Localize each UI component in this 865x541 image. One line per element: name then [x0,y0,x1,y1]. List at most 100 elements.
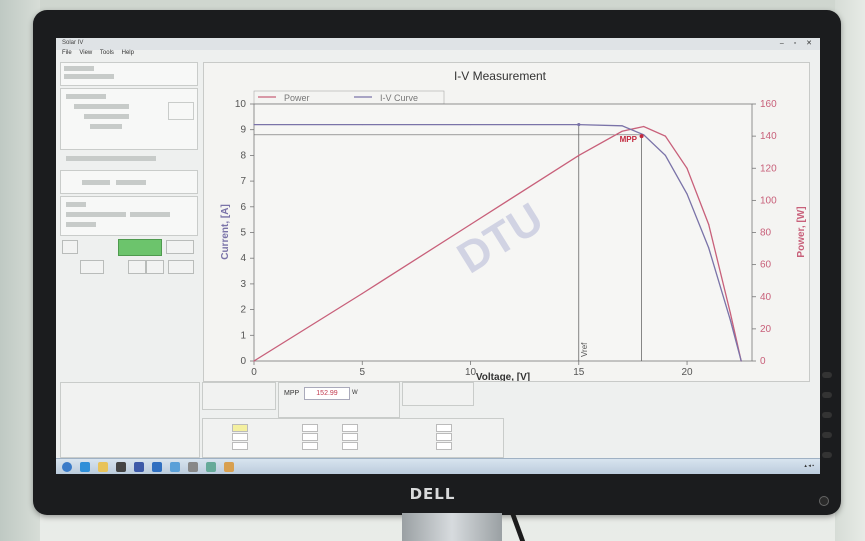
table-cell [342,433,358,441]
table-cell [302,433,318,441]
tool-button[interactable] [128,260,146,274]
x-tick-label: 10 [465,367,477,378]
x-axis-label: Voltage, [V] [476,372,530,381]
app-icon[interactable] [188,462,198,472]
settings-field[interactable] [66,212,126,217]
log-panel [60,382,200,458]
monitor-button[interactable] [822,392,832,398]
power-point [686,167,688,169]
menu-file[interactable]: File [62,50,72,56]
y-right-tick-label: 0 [760,356,766,367]
monitor-button[interactable] [822,432,832,438]
monitor-button[interactable] [822,372,832,378]
table-cell [302,424,318,432]
settings-label [66,202,86,207]
power-point [664,135,666,137]
y-right-tick-label: 160 [760,99,777,110]
iv-point [621,125,623,127]
screen: Solar IV – ▫ ✕ File View Tools Help [56,38,820,474]
table-cell [232,442,248,450]
table-cell [436,424,452,432]
iv-point [740,360,742,362]
settings-option[interactable] [84,114,129,119]
tool-button[interactable] [168,260,194,274]
tool-button[interactable] [146,260,164,274]
chart-title: I-V Measurement [454,69,547,83]
status-indicator [118,239,162,256]
app-icon[interactable] [170,462,180,472]
legend-iv-label: I-V Curve [380,93,418,103]
browser-icon[interactable] [80,462,90,472]
taskbar: ▴ ◂ ▪ [56,458,820,474]
monitor-button[interactable] [822,412,832,418]
settings-option[interactable] [74,104,129,109]
iv-point [361,123,363,126]
monitor-button[interactable] [822,452,832,458]
iv-point [643,134,645,136]
y-left-tick-label: 7 [240,176,246,187]
menu-view[interactable]: View [79,50,93,56]
start-icon[interactable] [62,462,72,472]
power-point [361,292,363,295]
x-tick-label: 15 [573,367,585,378]
y-left-tick-label: 1 [240,330,246,341]
y-right-tick-label: 100 [760,195,777,206]
y-right-tick-label: 80 [760,228,772,239]
y-left-tick-label: 10 [235,99,247,110]
iv-point [686,193,688,195]
y-right-tick-label: 140 [760,131,777,142]
window-title: Solar IV [62,40,84,46]
power-button[interactable] [819,496,829,506]
table-cell [232,433,248,441]
app-icon[interactable] [206,462,216,472]
y-axis-right-label: Power, [W] [796,206,807,257]
conditions-panel [402,382,474,406]
word-icon[interactable] [152,462,162,472]
device-icon [168,102,194,120]
test-info-panel [202,382,276,410]
settings-checkbox[interactable] [66,156,156,161]
mpp-unit: W [352,390,358,396]
settings-field[interactable] [130,212,170,217]
iv-chart-panel: I-V Measurement Power I-V Curve Current,… [203,62,810,382]
menu-help[interactable]: Help [121,50,134,56]
table-cell [302,442,318,450]
record-button[interactable] [62,240,78,254]
table-cell [436,433,452,441]
y-right-tick-label: 120 [760,163,777,174]
settings-field[interactable] [66,222,96,227]
mpp-marker [639,134,644,139]
folder-icon[interactable] [98,462,108,472]
measure-button[interactable] [166,240,194,254]
settings-label [82,180,110,185]
power-point [621,130,623,132]
monitor-cable [509,513,544,541]
monitor-stand [402,513,502,541]
iv-point [469,123,472,126]
settings-field[interactable] [116,180,146,185]
highlighted-cell [232,424,248,432]
mpp-value: 152.99 [304,387,350,400]
y-right-tick-label: 20 [760,324,772,335]
menu-tools[interactable]: Tools [99,50,114,56]
app-icon[interactable] [224,462,234,472]
menu-bar: File View Tools Help [56,50,820,60]
table-cell [342,442,358,450]
window-titlebar: Solar IV – ▫ ✕ [56,38,820,50]
window-controls[interactable]: – ▫ ✕ [779,40,816,47]
settings-panel [60,62,198,432]
app-icon[interactable] [116,462,126,472]
power-point [708,223,710,226]
y-left-tick-label: 2 [240,305,246,316]
results-area: MPP 152.99 W [56,382,820,458]
settings-label [66,94,106,99]
document-icon[interactable] [134,462,144,472]
tool-button[interactable] [80,260,104,274]
iv-point [708,247,710,249]
power-point [578,154,580,156]
system-tray[interactable]: ▴ ◂ ▪ [804,463,814,469]
y-axis-left-label: Current, [A] [220,204,231,260]
y-left-tick-label: 9 [240,125,246,136]
settings-label [64,66,94,71]
settings-option[interactable] [90,124,122,129]
